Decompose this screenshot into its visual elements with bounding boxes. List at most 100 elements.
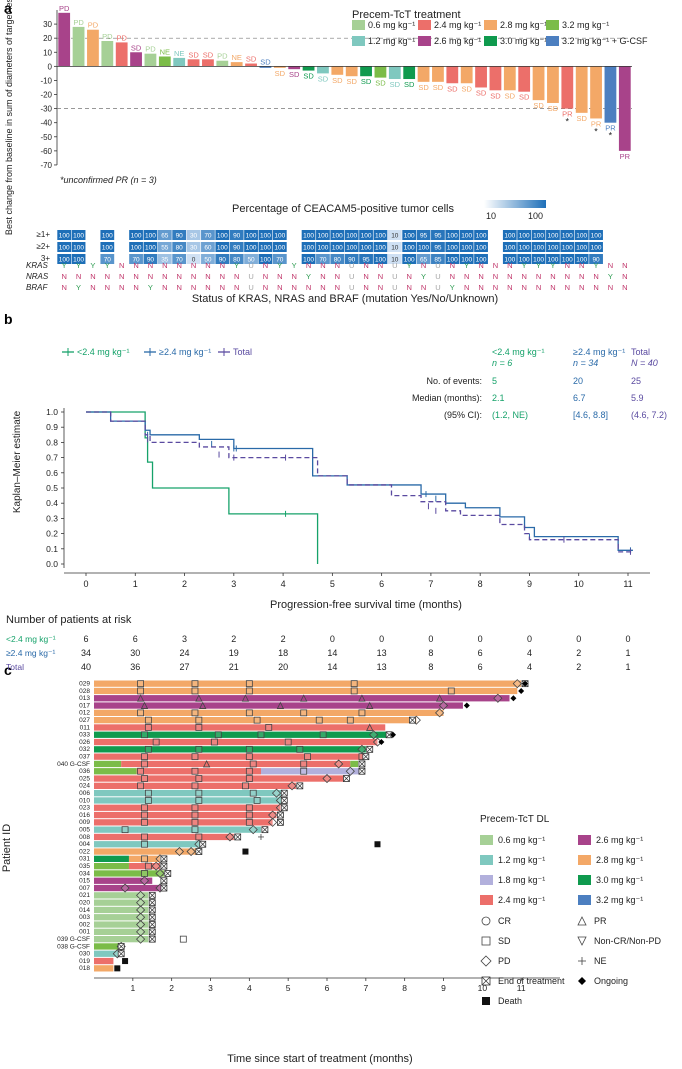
heatmap-cell	[459, 242, 474, 252]
end-of-treatment-marker-d2	[358, 760, 366, 768]
patient-id: 014	[79, 907, 90, 914]
patient-id: 035	[79, 863, 90, 870]
stats-value: 20	[573, 376, 583, 386]
response-marker-sd	[195, 833, 203, 841]
response-marker-sd	[350, 680, 358, 688]
mutation-status: U	[435, 272, 440, 281]
km-y-axis-label: Kaplan–Meier estimate	[12, 410, 23, 513]
swimmer-bar-segment	[94, 680, 522, 687]
waterfall-bar	[331, 66, 344, 75]
response-marker-pr	[358, 694, 366, 702]
waterfall-y-tick-label: -20	[40, 91, 52, 100]
waterfall-bar	[503, 66, 516, 91]
response-marker-sd	[144, 862, 152, 870]
km-y-tick-label: 0.9	[46, 422, 58, 432]
swimmer-bar-segment	[121, 760, 351, 768]
treatment-legend-label: 2.8 mg kg⁻¹	[500, 20, 547, 30]
end-of-treatment-marker	[148, 928, 156, 936]
heatmap-cell-value: 100	[591, 233, 602, 240]
waterfall-response-label: PD	[102, 32, 113, 41]
response-marker-pd	[248, 825, 258, 835]
waterfall-bar	[72, 26, 85, 67]
response-marker-sd	[191, 826, 199, 834]
response-marker-sd	[245, 745, 253, 753]
heatmap-cell-value: 90	[147, 257, 155, 264]
mutation-status: N	[335, 272, 340, 281]
response-marker-pd	[271, 788, 282, 798]
waterfall-y-tick-label: 20	[43, 34, 52, 43]
end-of-treatment-marker	[160, 884, 168, 892]
mutation-status: N	[493, 272, 498, 281]
waterfall-bar	[460, 66, 473, 84]
response-marker-pr	[366, 723, 374, 731]
swimmer-bar-segment	[94, 914, 149, 921]
response-marker-sd	[141, 731, 148, 739]
heatmap-cell	[201, 242, 215, 252]
waterfall-bar	[388, 66, 401, 80]
mutation-status: N	[579, 261, 584, 270]
mutation-status: N	[521, 283, 526, 292]
mutation-status: N	[61, 272, 66, 281]
heatmap-title: Percentage of CEACAM5-positive tumor cel…	[232, 203, 454, 215]
patient-id: 009	[79, 819, 90, 826]
mutation-status: N	[205, 272, 210, 281]
risk-value: 8	[428, 648, 433, 658]
mutation-status: N	[608, 261, 613, 270]
response-marker-sd	[265, 724, 273, 731]
stats-group-n: N = 40	[631, 358, 658, 368]
heatmap-cell	[589, 254, 603, 264]
km-y-tick-label: 0.0	[46, 559, 58, 569]
heatmap-cell	[129, 254, 143, 264]
dl-legend-label: 2.6 mg kg⁻¹	[596, 835, 643, 845]
heatmap-cell	[560, 242, 575, 252]
legend-plus-symbol	[578, 957, 586, 965]
swimmer-bar-segment	[94, 768, 137, 775]
swimmer-bar-segment	[94, 841, 203, 848]
response-marker-sd	[191, 680, 199, 688]
risk-value: 14	[327, 648, 337, 658]
risk-value: 0	[478, 634, 483, 644]
panel-a-y-axis-label: Best change from baseline in sum of diam…	[4, 0, 14, 235]
swimmer-bar-segment	[94, 753, 366, 760]
response-marker-sd	[141, 818, 148, 826]
waterfall-response-label: SD	[275, 69, 286, 78]
mutation-status: N	[421, 261, 426, 270]
legend-eot-symbol-d2	[481, 976, 491, 986]
waterfall-response-label: NE	[174, 49, 184, 58]
swimmer-bar-segment	[94, 717, 417, 724]
dl-legend-swatch	[480, 895, 493, 905]
end-of-treatment-marker	[160, 862, 168, 870]
waterfall-bar	[475, 66, 487, 88]
response-marker-sd	[346, 716, 354, 724]
heatmap-cell-value: 100	[303, 257, 314, 264]
heatmap-cell	[172, 242, 187, 252]
swimmer-bar-segment	[94, 892, 149, 899]
heatmap-cell-value: 100	[260, 245, 271, 252]
heatmap-cell	[229, 230, 244, 240]
heatmap-cell	[546, 254, 560, 264]
treatment-legend-label: 0.6 mg kg⁻¹	[368, 20, 415, 30]
mutation-status: Y	[421, 272, 426, 281]
heatmap-cell-value: 10	[391, 233, 399, 240]
heatmap-cell	[201, 230, 215, 240]
end-of-treatment-marker-d2	[160, 884, 168, 892]
heatmap-cell	[229, 242, 244, 252]
heatmap-cell	[416, 230, 431, 240]
heatmap-cell-value: 100	[274, 233, 285, 240]
response-marker-sd	[253, 797, 261, 804]
stats-row-label: (95% CI):	[444, 410, 482, 420]
mutation-status: U	[349, 272, 354, 281]
waterfall-response-label: PD	[145, 45, 156, 54]
heatmap-cell	[316, 242, 330, 252]
unconfirmed-marker: *	[594, 126, 598, 136]
heatmap-cell	[330, 254, 345, 264]
patient-id: 029	[79, 681, 90, 688]
heatmap-cell	[71, 230, 86, 240]
mutation-status: N	[76, 272, 81, 281]
mutation-status: Y	[62, 261, 67, 270]
waterfall-response-label: SD	[303, 72, 314, 81]
waterfall-response-label: SD	[260, 57, 271, 66]
end-of-treatment-marker-d2	[160, 855, 168, 863]
treatment-legend-swatch	[484, 20, 497, 30]
response-marker-pd	[136, 905, 146, 915]
